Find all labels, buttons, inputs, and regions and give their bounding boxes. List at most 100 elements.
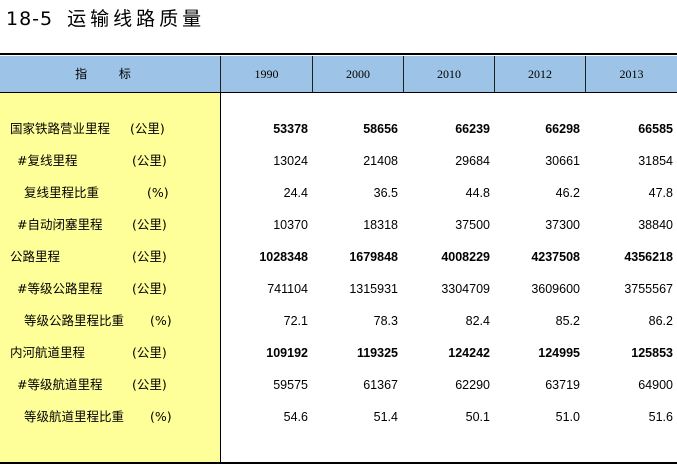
value-cell: 30661 [545,154,580,168]
row-unit: (公里) [132,153,167,168]
value-cell: 37500 [455,218,490,232]
value-cell: 37300 [545,218,580,232]
value-cell: 61367 [363,378,398,392]
table-row: 等级公路里程比重 (%) 72.1 78.3 82.4 85.2 86.2 [0,305,677,337]
table-row: 公路里程 (公里) 1028348 1679848 4008229 4237508 4356… [0,241,677,273]
table-row: 内河航道里程 (公里) 109192 119325 124242 124995 125853 [0,337,677,369]
table-row: #等级航道里程 (公里) 59575 61367 62290 63719 64900 [0,369,677,401]
row-unit: (公里) [132,377,167,392]
value-cell: 124995 [538,346,580,360]
page-title: 18-5 运输线路质量 [6,4,205,31]
row-unit: (%) [147,185,169,200]
row-label: 国家铁路营业里程 [10,121,111,136]
value-cell: 86.2 [648,314,673,328]
value-cell: 24.4 [283,186,308,200]
value-cell: 78.3 [373,314,398,328]
value-cell: 13024 [273,154,308,168]
value-cell: 741104 [267,282,308,296]
value-cell: 44.8 [465,186,490,200]
value-cell: 29684 [455,154,490,168]
value-cell: 66239 [455,122,490,136]
value-cell: 47.8 [648,186,673,200]
value-cell: 46.2 [555,186,580,200]
row-unit: (公里) [132,345,167,360]
table-row: 国家铁路营业里程 (公里) 53378 58656 66239 66298 66585 [0,113,677,145]
value-cell: 51.0 [555,410,580,424]
value-cell: 51.6 [648,410,673,424]
header-year: 2013 [619,67,644,81]
header-separator [585,56,586,93]
value-cell: 3755567 [624,282,673,296]
header-year: 1990 [254,67,279,81]
value-cell: 51.4 [373,410,398,424]
bottom-rule [0,462,677,464]
value-cell: 1028348 [259,250,308,264]
table-row: #等级公路里程 (公里) 741104 1315931 3304709 3609600 37… [0,273,677,305]
value-cell: 66585 [638,122,673,136]
value-cell: 31854 [638,154,673,168]
label-column-background [0,93,220,464]
value-cell: 66298 [545,122,580,136]
row-label: #等级公路里程 [17,281,103,296]
header-separator [312,56,313,93]
value-cell: 38840 [638,218,673,232]
header-rule [0,92,677,93]
row-unit: (公里) [132,217,167,232]
value-cell: 10370 [273,218,308,232]
header-band [0,56,677,93]
row-unit: (%) [150,409,172,424]
row-unit: (公里) [132,249,167,264]
value-cell: 4008229 [441,250,490,264]
header-year: 2010 [437,67,461,81]
value-cell: 4356218 [624,250,673,264]
table-row: #自动闭塞里程 (公里) 10370 18318 37500 37300 38840 [0,209,677,241]
row-label: 内河航道里程 [10,345,86,360]
value-cell: 63719 [545,378,580,392]
table-title: 运输线路质量 [67,8,206,30]
row-unit: (公里) [132,281,167,296]
value-cell: 21408 [363,154,398,168]
table-row: #复线里程 (公里) 13024 21408 29684 30661 31854 [0,145,677,177]
value-cell: 125853 [631,346,673,360]
value-cell: 85.2 [555,314,580,328]
value-cell: 1679848 [349,250,398,264]
value-cell: 72.1 [283,314,308,328]
value-cell: 36.5 [373,186,398,200]
table-number: 18-5 [6,8,54,30]
value-cell: 53378 [273,122,308,136]
value-cell: 3609600 [531,282,580,296]
header-indicator: 指 标 [75,67,145,81]
value-cell: 54.6 [283,410,308,424]
value-cell: 59575 [273,378,308,392]
value-cell: 82.4 [465,314,490,328]
header-year: 2000 [346,67,370,81]
row-label: #等级航道里程 [17,377,103,392]
value-cell: 4237508 [531,250,580,264]
value-cell: 3304709 [441,282,490,296]
value-cell: 64900 [638,378,673,392]
value-cell: 1315931 [349,282,398,296]
header-year: 2012 [528,67,552,81]
row-label: #复线里程 [17,153,78,168]
row-label: 等级航道里程比重 [24,409,125,424]
table-row: 复线里程比重 (%) 24.4 36.5 44.8 46.2 47.8 [0,177,677,209]
value-cell: 119325 [356,346,398,360]
value-cell: 18318 [363,218,398,232]
value-cell: 124242 [448,346,490,360]
value-cell: 62290 [455,378,490,392]
row-label: 复线里程比重 [24,185,100,200]
row-unit: (%) [150,313,172,328]
label-column-divider [220,93,221,464]
row-unit: (公里) [130,121,165,136]
value-cell: 50.1 [465,410,490,424]
header-separator [494,56,495,93]
value-cell: 58656 [363,122,398,136]
value-cell: 109192 [266,346,308,360]
row-label: 公路里程 [10,249,61,264]
header-separator [220,56,221,93]
top-rule [0,53,677,55]
table-row: 等级航道里程比重 (%) 54.6 51.4 50.1 51.0 51.6 [0,401,677,433]
header-separator [403,56,404,93]
row-label: #自动闭塞里程 [17,217,103,232]
row-label: 等级公路里程比重 [24,313,125,328]
